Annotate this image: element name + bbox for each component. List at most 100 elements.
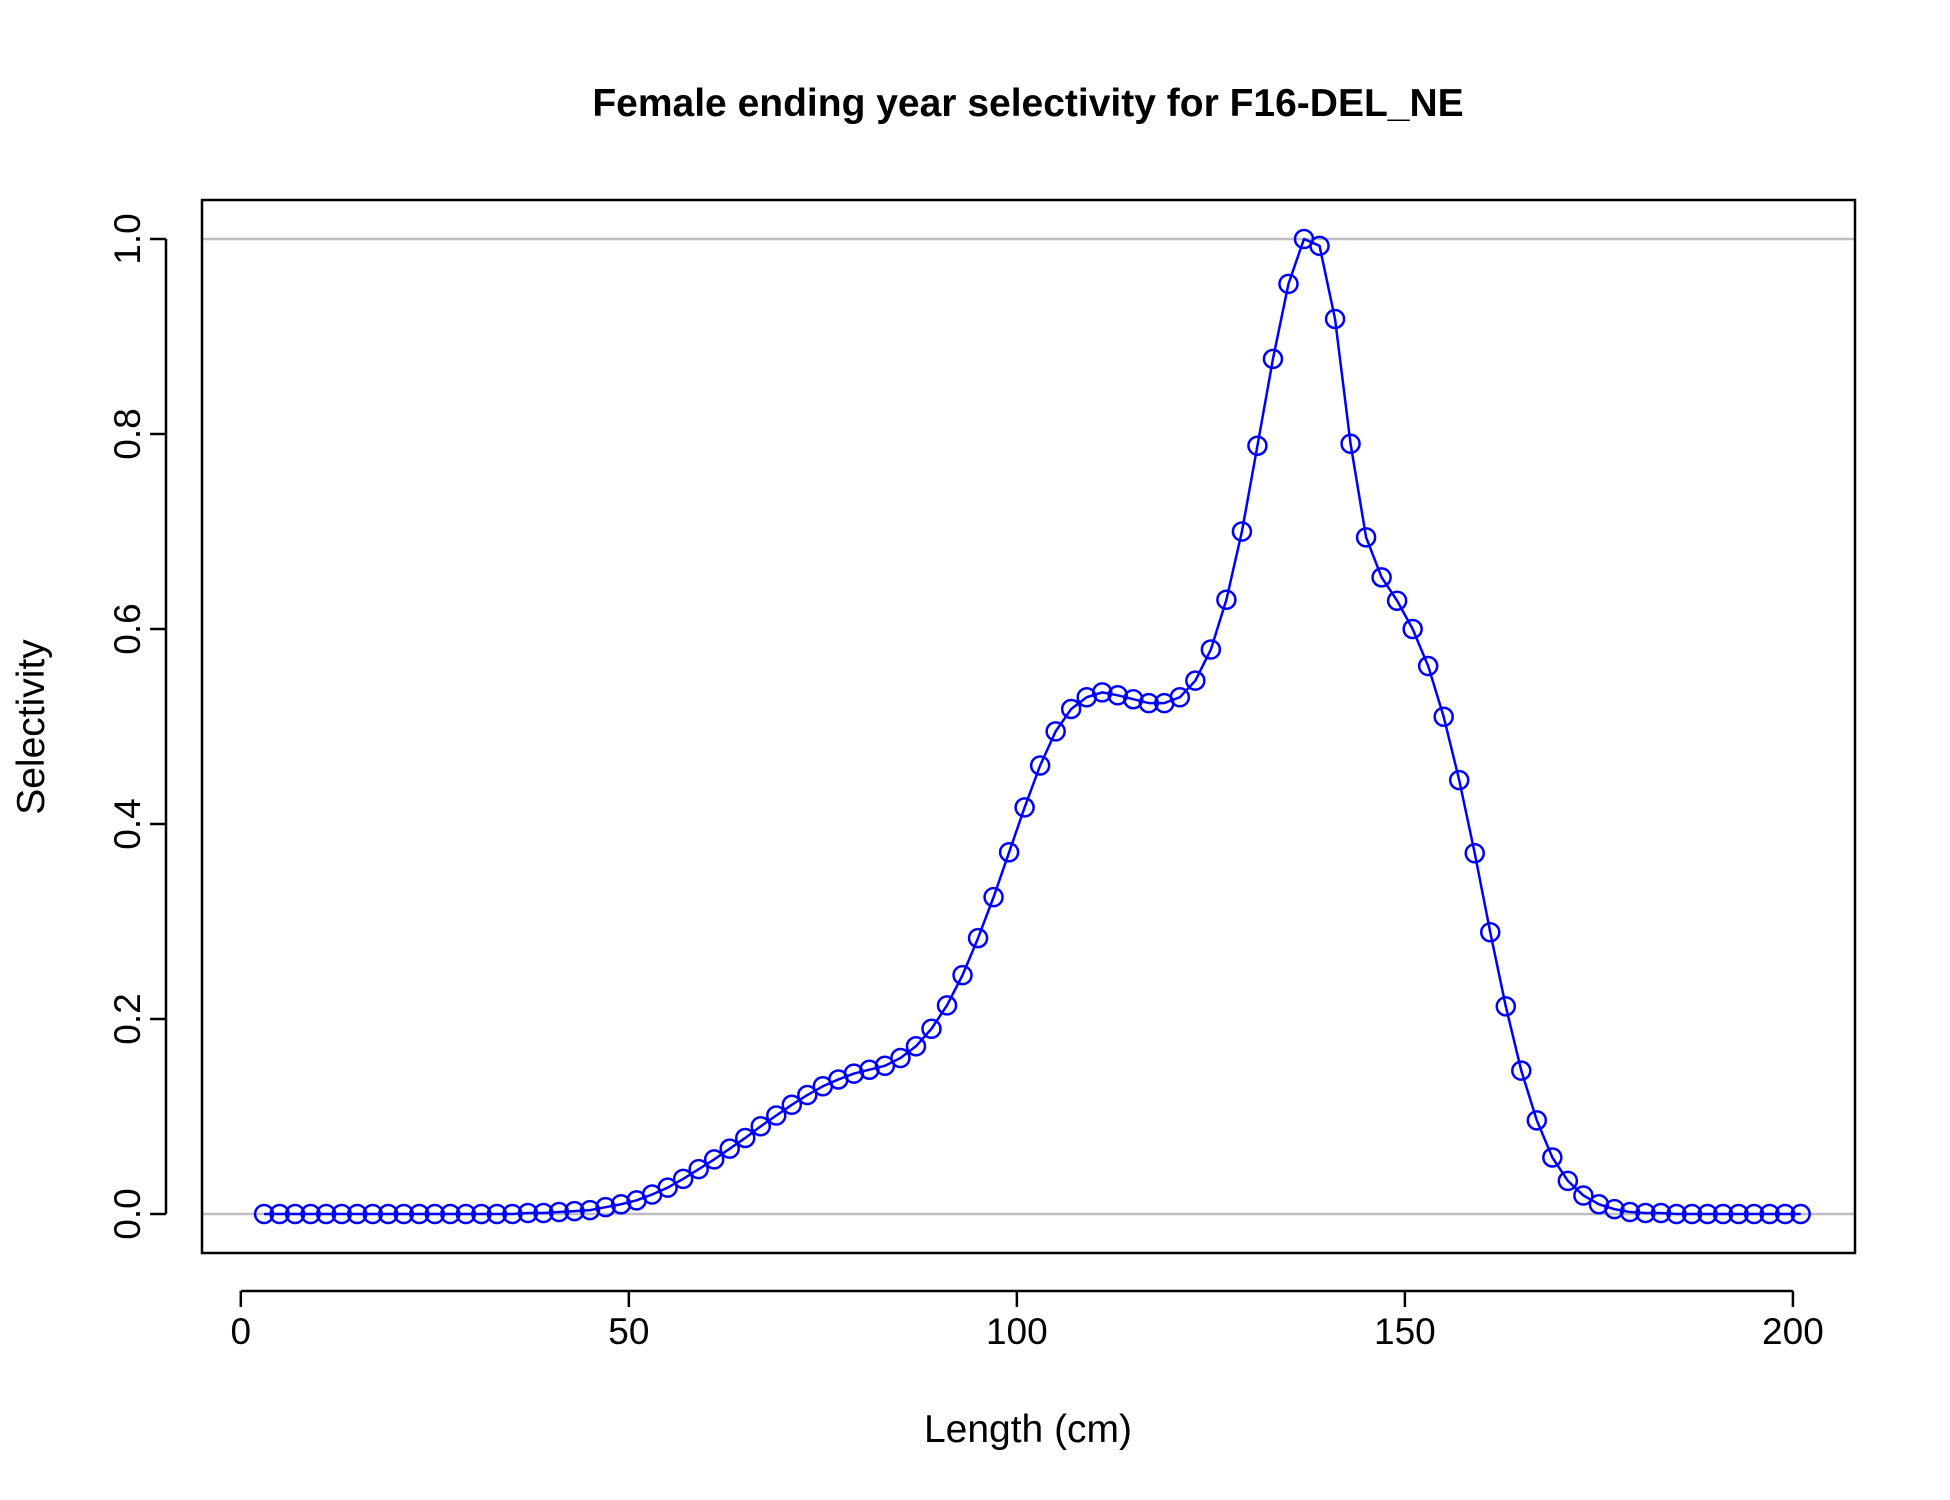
x-tick-label: 50	[608, 1311, 649, 1352]
data-point	[797, 1084, 818, 1106]
data-point	[1573, 1185, 1594, 1206]
data-point	[1200, 639, 1222, 660]
data-point	[595, 1196, 616, 1218]
data-point	[1247, 435, 1268, 456]
data-point	[315, 1203, 337, 1225]
data-point	[1278, 273, 1299, 295]
y-tick-label: 0.2	[107, 993, 148, 1044]
data-point	[269, 1203, 290, 1225]
x-tick-label: 0	[231, 1311, 252, 1352]
data-point	[1712, 1203, 1734, 1225]
data-point	[1324, 308, 1346, 330]
data-point	[719, 1138, 740, 1159]
data-point	[890, 1047, 911, 1069]
data-point	[1386, 590, 1408, 611]
data-point	[331, 1203, 352, 1225]
data-point	[1774, 1203, 1796, 1225]
x-axis-label: Length (cm)	[924, 1408, 1132, 1451]
data-point	[393, 1203, 415, 1225]
data-point	[983, 886, 1004, 908]
data-point	[378, 1203, 399, 1225]
data-point	[998, 842, 1020, 863]
data-point	[1231, 521, 1253, 542]
data-point	[657, 1177, 678, 1198]
data-point	[533, 1202, 554, 1224]
data-point	[579, 1199, 601, 1221]
data-point	[921, 1018, 942, 1039]
data-point	[1697, 1203, 1718, 1225]
reference-lines	[202, 237, 1855, 1216]
data-point	[1464, 843, 1485, 864]
data-point	[1542, 1147, 1563, 1168]
data-point	[750, 1116, 772, 1137]
data-point	[1619, 1201, 1641, 1223]
data-point	[1091, 682, 1113, 703]
data-point	[1216, 589, 1237, 610]
data-point	[766, 1105, 787, 1126]
data-point	[1557, 1170, 1579, 1192]
y-tick-label: 0.6	[107, 603, 148, 654]
data-point	[517, 1202, 539, 1224]
series-layer	[253, 228, 1811, 1225]
plot-frame	[200, 198, 1857, 1255]
data-point	[1650, 1202, 1672, 1224]
data-point	[1495, 996, 1517, 1017]
data-point	[424, 1203, 446, 1225]
data-point	[1728, 1203, 1749, 1225]
data-point	[1402, 618, 1423, 640]
y-tick-label: 0.0	[107, 1188, 148, 1239]
data-point	[952, 964, 973, 986]
data-point	[284, 1203, 306, 1225]
data-point	[1107, 685, 1128, 706]
data-point	[1262, 348, 1284, 370]
data-point	[1014, 797, 1035, 818]
data-point	[1138, 692, 1160, 714]
data-point	[1743, 1203, 1765, 1225]
data-point	[734, 1127, 756, 1149]
x-tick-label: 150	[1374, 1311, 1436, 1352]
data-point	[1417, 655, 1439, 677]
data-point	[1309, 235, 1330, 257]
data-point	[1045, 721, 1066, 742]
data-point	[1635, 1202, 1656, 1224]
series-line	[264, 237, 1801, 1216]
y-axis: 0.0 0.2 0.4 0.6 0.8 1.0	[107, 213, 168, 1240]
x-tick-label: 200	[1762, 1311, 1824, 1352]
data-point	[346, 1203, 368, 1225]
data-point	[610, 1194, 632, 1215]
data-point	[362, 1203, 383, 1225]
data-point	[1666, 1203, 1687, 1225]
data-point	[1060, 698, 1082, 720]
data-point	[703, 1149, 725, 1170]
data-point	[300, 1203, 321, 1225]
data-point	[1790, 1203, 1811, 1225]
data-point	[967, 927, 989, 949]
data-point	[1371, 567, 1392, 588]
data-point	[1433, 706, 1454, 727]
data-point	[1604, 1198, 1625, 1220]
y-tick-label: 0.8	[107, 408, 148, 459]
data-point	[1448, 769, 1470, 791]
data-point	[440, 1203, 461, 1225]
data-point	[1681, 1203, 1703, 1225]
data-point	[1511, 1060, 1532, 1081]
data-point	[688, 1158, 709, 1180]
x-axis: 0 50 100 150 200	[231, 1289, 1824, 1352]
x-tick-label: 100	[986, 1311, 1048, 1352]
data-point	[548, 1201, 570, 1223]
data-point	[564, 1200, 585, 1222]
data-point	[1029, 755, 1051, 776]
data-point	[253, 1203, 275, 1225]
data-point	[1355, 527, 1377, 548]
data-point	[502, 1203, 523, 1225]
data-point	[1526, 1110, 1548, 1131]
data-point	[672, 1168, 694, 1190]
data-point	[1759, 1203, 1780, 1225]
data-point	[905, 1036, 927, 1057]
data-point	[936, 995, 958, 1016]
data-point	[1340, 433, 1361, 454]
data-point	[486, 1203, 508, 1225]
data-point	[843, 1063, 865, 1084]
data-point	[781, 1094, 803, 1116]
